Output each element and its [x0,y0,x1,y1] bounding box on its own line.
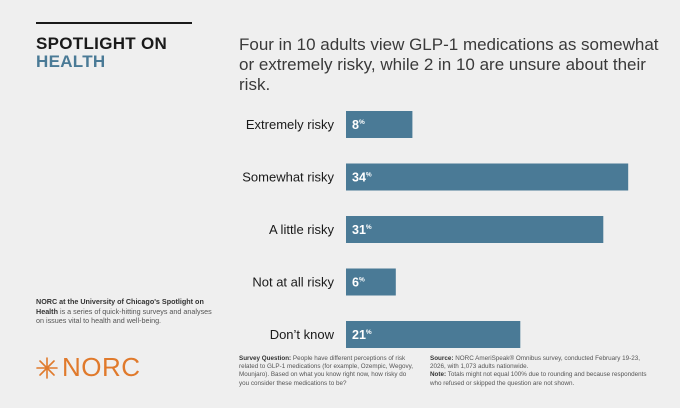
brand-subtitle: HEALTH [36,52,106,71]
category-label: Don’t know [270,327,335,342]
category-label: A little risky [269,222,335,237]
bar [346,268,396,296]
survey-question-note: Survey Question: People have different p… [239,355,414,388]
data-label: 6% [352,276,365,290]
norc-logo: NORC [35,352,141,383]
question-text: People have different perceptions of ris… [239,355,414,387]
about-text: NORC at the University of Chicago's Spot… [36,297,214,326]
about-rest: is a series of quick-hitting surveys and… [36,306,212,326]
star-burst-icon [36,356,58,379]
chart-headline: Four in 10 adults view GLP-1 medications… [239,35,659,94]
logo-text: NORC [62,352,141,382]
category-label: Extremely risky [246,117,335,132]
question-label: Survey Question: [239,355,292,362]
top-rule [36,22,192,24]
about-lead: NORC at the University of Chicago's Spot… [36,297,204,316]
data-label: 8% [352,118,365,132]
bar [346,321,521,348]
data-label: 21% [352,328,372,342]
bar [346,163,629,191]
source-note: Source: NORC AmeriSpeak® Omnibus survey,… [430,355,652,388]
data-label: 34% [352,171,372,185]
category-label: Not at all risky [252,275,334,290]
source-label: Source: [430,355,454,362]
data-label: 31% [352,223,372,237]
brand-title: SPOTLIGHT ON [36,34,168,53]
source-text: NORC AmeriSpeak® Omnibus survey, conduct… [430,355,640,371]
category-label: Somewhat risky [242,170,334,185]
note-text: Totals might not equal 100% due to round… [430,371,647,387]
note-label: Note: [430,371,447,379]
bar [346,111,413,138]
bar [346,216,604,243]
